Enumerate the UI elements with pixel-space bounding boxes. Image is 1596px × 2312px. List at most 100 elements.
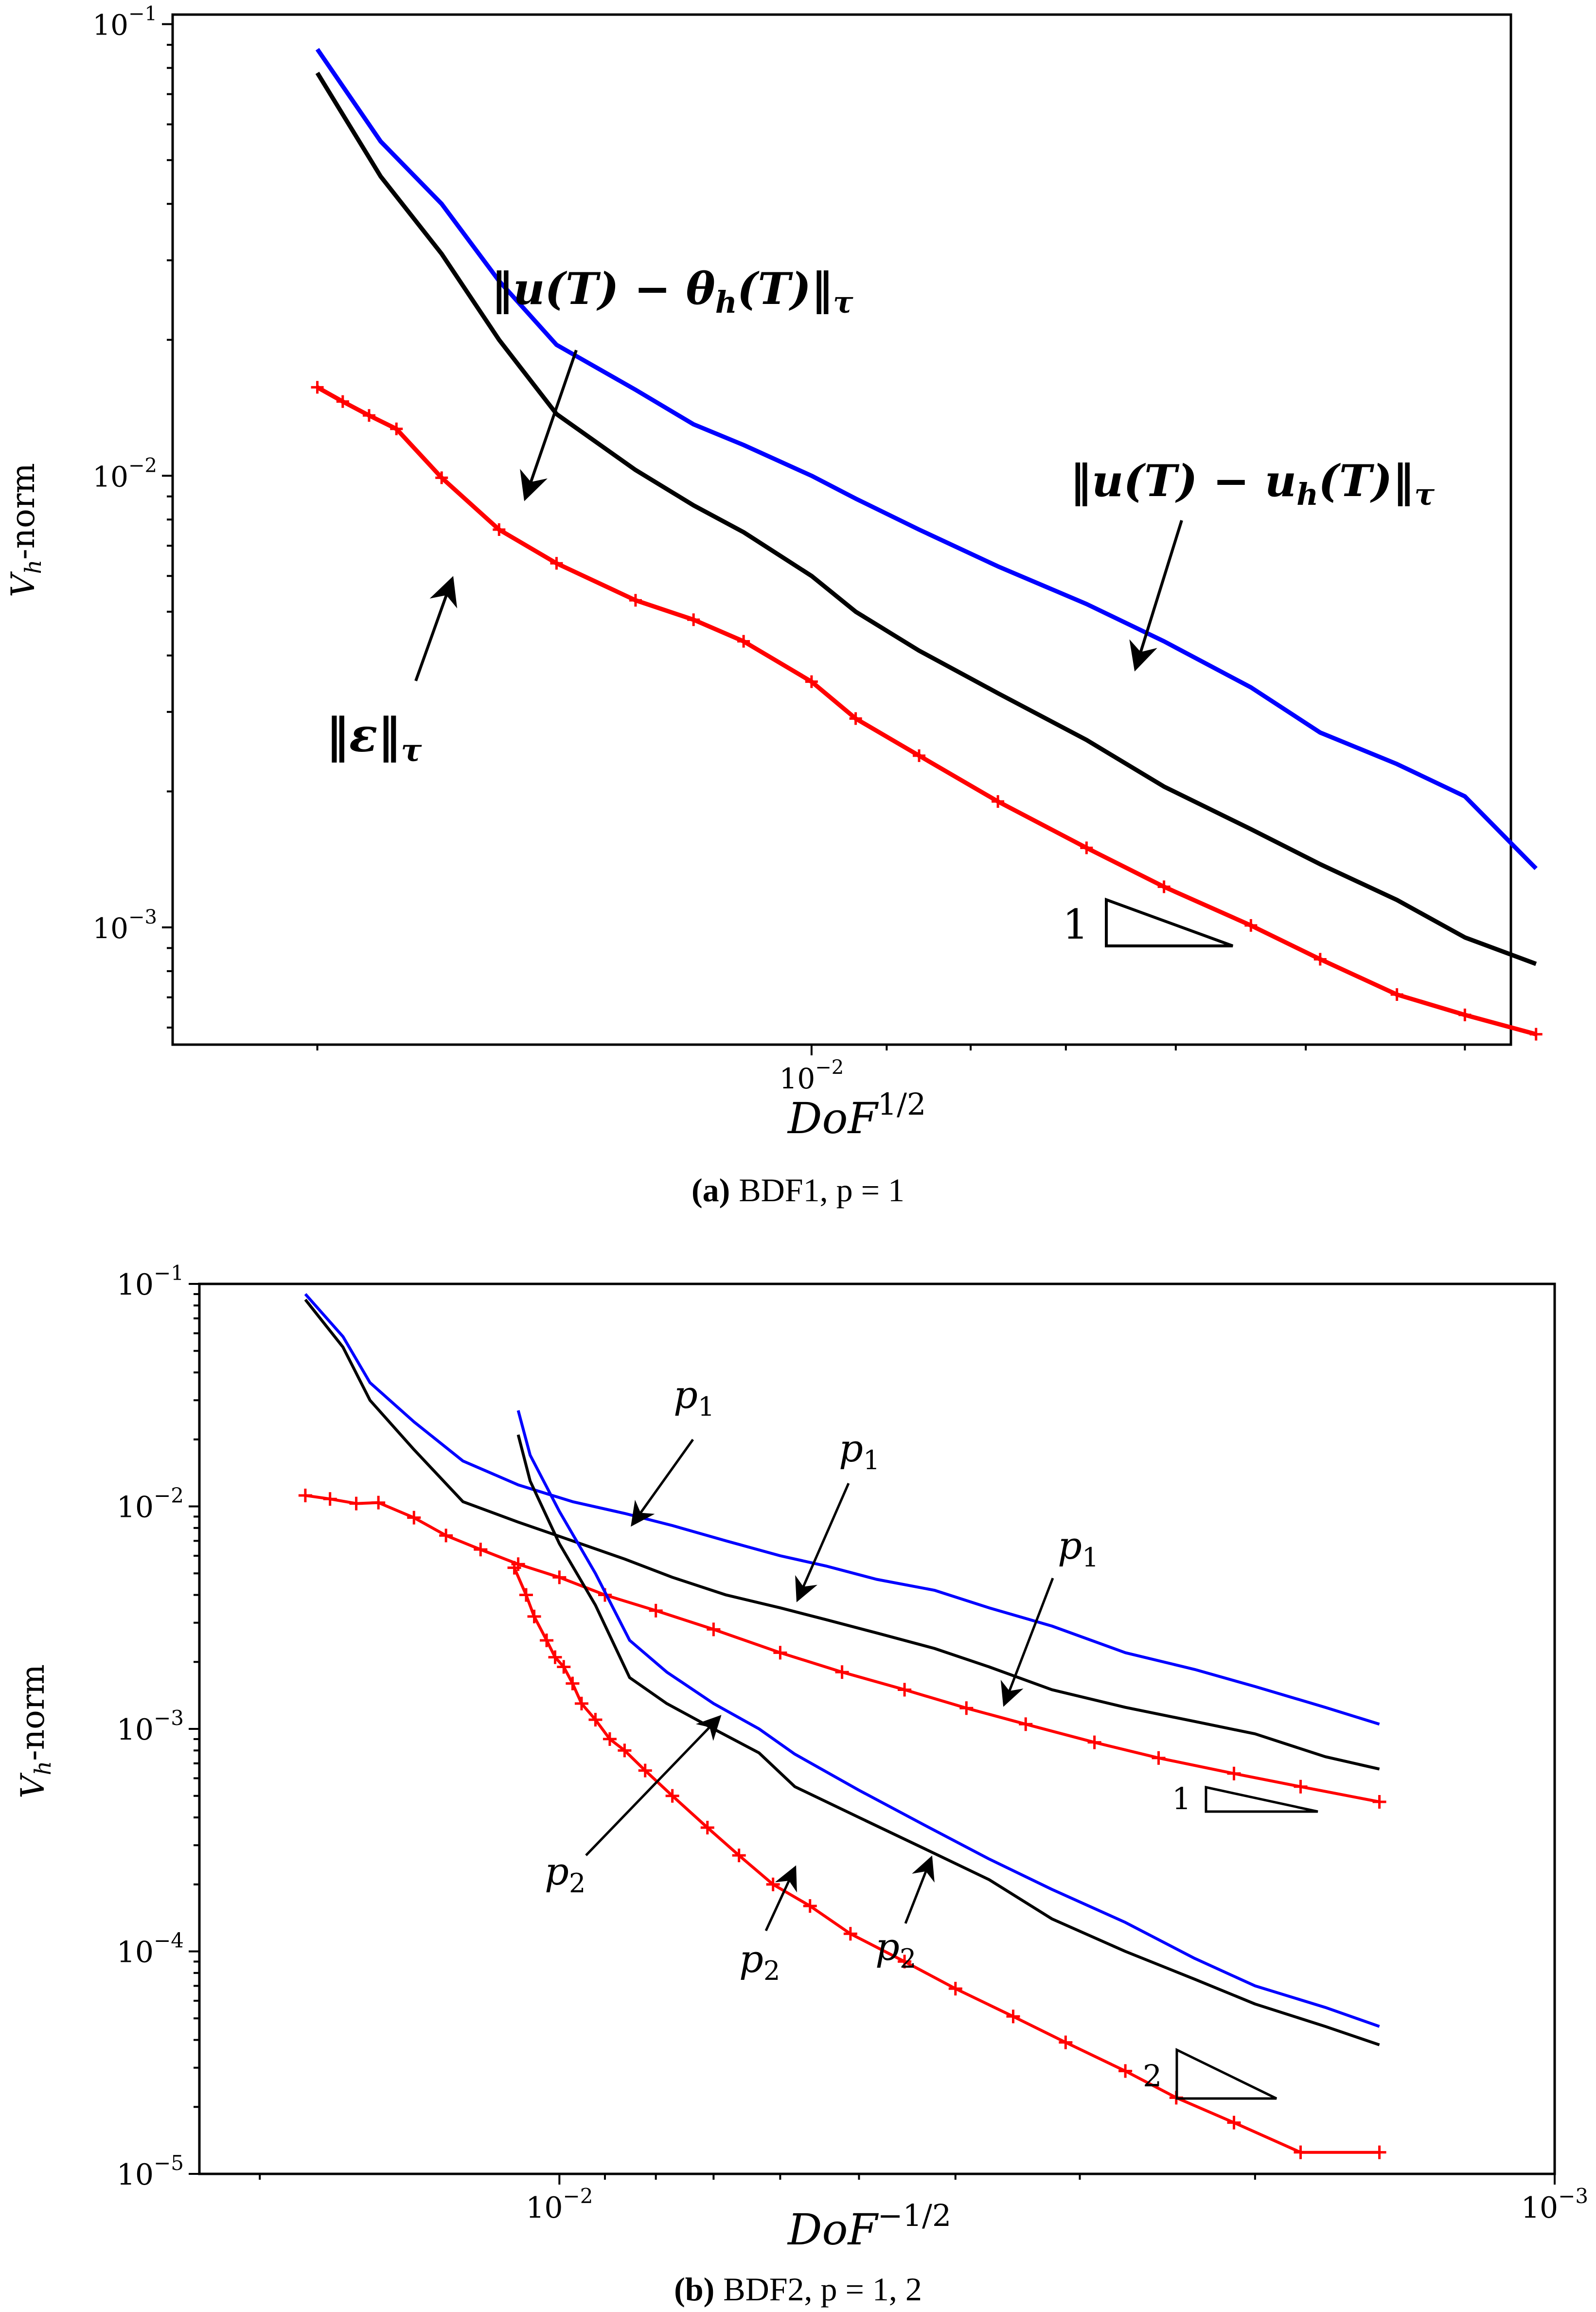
data-point-b-5-7 <box>574 1696 588 1710</box>
data-point-b-2-0 <box>298 1488 312 1502</box>
y-tick-label-b: 10−5 <box>117 2151 184 2192</box>
data-point-a-2-20 <box>1529 1028 1543 1041</box>
slope-triangle-b2: 2 <box>1143 2047 1277 2100</box>
slope-triangle-b2-shape <box>1175 2047 1277 2100</box>
data-point-b-2-12 <box>773 1646 787 1660</box>
caption-b: (b) BDF2, p = 1, 2 <box>674 2271 922 2308</box>
caption-a-letter: (a) <box>692 1172 730 1209</box>
series-line-b-4 <box>516 1434 1380 2046</box>
plot-frame-a <box>171 13 1512 1046</box>
data-point-b-5-14 <box>732 1849 746 1863</box>
annotation-eps: ‖ε‖τ <box>326 576 458 769</box>
annotation-uh-arrow <box>1129 520 1183 672</box>
annotation-p2-blue-arrow <box>585 1715 722 1856</box>
x-tick-label-b: 10−3 <box>1521 2184 1588 2225</box>
data-point-a-2-15 <box>1157 880 1170 893</box>
annotation-p1-black: p1 <box>795 1427 880 1602</box>
data-point-b-2-1 <box>323 1492 337 1506</box>
slope-triangle-b1-shape <box>1205 1785 1318 1813</box>
data-point-b-5-3 <box>540 1633 554 1647</box>
series-line-b-2 <box>305 1494 1380 1803</box>
data-point-b-2-16 <box>1019 1717 1033 1731</box>
x-axis-label-a: DoF1/2 <box>787 1086 926 1143</box>
x-ticks-b: 10−2 10−3 <box>259 2174 1588 2225</box>
series-line-a-1 <box>315 71 1537 966</box>
series-line-b-1 <box>304 1298 1380 1771</box>
data-point-b-5-20 <box>1006 2010 1020 2024</box>
data-point-b-2-15 <box>959 1701 974 1715</box>
data-point-a-2-0 <box>311 381 324 394</box>
annotation-p2-red-label: p2 <box>739 1938 780 1986</box>
annotation-p2-black-label: p2 <box>875 1925 916 1974</box>
data-point-b-5-16 <box>803 1899 817 1913</box>
data-point-b-5-19 <box>948 1982 962 1996</box>
annotation-p1-red-arrow <box>1000 1578 1054 1707</box>
data-point-b-2-17 <box>1087 1735 1101 1749</box>
data-point-b-5-0 <box>507 1561 521 1575</box>
annotation-eps-label: ‖ε‖τ <box>326 708 422 769</box>
slope-triangle-a-label: 1 <box>1063 901 1088 948</box>
y-tick-label-a: 10−3 <box>92 906 157 945</box>
annotation-eps-arrow <box>414 576 458 682</box>
y-tick-label-a: 10−1 <box>92 3 157 42</box>
y-ticks-a: 10−1 10−2 10−3 <box>92 3 173 1029</box>
data-point-a-2-7 <box>629 594 642 607</box>
data-point-b-2-20 <box>1294 1779 1308 1794</box>
y-tick-label-b: 10−4 <box>117 1929 184 1970</box>
annotation-p2-black-arrow <box>904 1855 935 1924</box>
series-line-b-3 <box>516 1410 1380 2028</box>
panel-b: 10−1 10−2 10−3 10−4 10−5 10−2 10−3 DoF−1/2 Vh… <box>14 1261 1588 2308</box>
annotation-p1-red-label: p1 <box>1058 1524 1099 1573</box>
slope-triangle-a-shape <box>1105 897 1234 947</box>
data-point-b-5-21 <box>1059 2035 1073 2049</box>
annotation-theta-label: ‖u(T) − θh(T)‖τ <box>491 263 853 320</box>
data-point-b-5-17 <box>843 1927 857 1941</box>
caption-b-letter: (b) <box>674 2271 714 2308</box>
slope-triangle-b1: 1 <box>1172 1781 1318 1816</box>
data-point-b-2-19 <box>1227 1766 1241 1780</box>
data-point-b-5-11 <box>638 1763 652 1778</box>
annotation-p2-blue-label: p2 <box>545 1850 585 1899</box>
y-tick-label-b: 10−2 <box>117 1484 184 1525</box>
data-point-b-5-22 <box>1118 2064 1133 2078</box>
y-tick-label-b: 10−1 <box>117 1261 184 1302</box>
annotation-theta-arrow <box>520 350 578 501</box>
data-point-b-2-18 <box>1152 1751 1166 1765</box>
data-point-a-2-6 <box>550 557 563 570</box>
data-point-b-2-10 <box>649 1603 663 1618</box>
data-point-b-2-4 <box>407 1511 421 1525</box>
series-line-b-0 <box>304 1293 1380 1726</box>
annotation-p2-blue: p2 <box>545 1715 722 1899</box>
panel-a: 10−1 10−2 10−3 10−2 DoF1/2 Vh-norm ‖u(T) −… <box>4 3 1543 1209</box>
plot-frame-b <box>198 1282 1556 2175</box>
data-point-b-2-2 <box>349 1496 363 1511</box>
data-point-b-5-10 <box>618 1743 632 1758</box>
data-point-b-5-9 <box>603 1732 617 1746</box>
slope-triangle-a: 1 <box>1063 897 1234 948</box>
y-axis-label-a: Vh-norm <box>4 463 46 597</box>
annotation-p1-blue: p1 <box>631 1373 714 1527</box>
data-point-a-2-12 <box>913 749 926 762</box>
data-point-b-2-21 <box>1372 1795 1386 1809</box>
data-point-b-2-14 <box>898 1683 912 1697</box>
data-point-b-5-8 <box>588 1713 603 1727</box>
x-tick-label-b: 10−2 <box>526 2184 593 2225</box>
data-point-b-5-18 <box>898 1955 912 1969</box>
data-point-a-2-4 <box>435 471 448 484</box>
data-point-a-2-2 <box>362 409 375 422</box>
slope-triangle-b2-label: 2 <box>1143 2058 1162 2094</box>
data-point-b-2-6 <box>474 1543 488 1557</box>
y-axis-label-b: Vh-norm <box>14 1664 56 1798</box>
data-point-a-2-10 <box>805 675 818 688</box>
data-point-b-2-8 <box>552 1570 567 1584</box>
data-point-b-5-1 <box>519 1588 533 1602</box>
annotation-p2-red-arrow <box>764 1865 797 1932</box>
data-point-a-2-18 <box>1390 988 1403 1001</box>
data-point-b-5-6 <box>566 1676 580 1690</box>
data-point-b-5-12 <box>665 1789 679 1803</box>
annotation-p1-blue-label: p1 <box>674 1373 714 1422</box>
data-point-b-5-2 <box>527 1609 541 1623</box>
data-point-a-2-1 <box>336 395 349 408</box>
data-point-b-2-5 <box>439 1529 453 1543</box>
